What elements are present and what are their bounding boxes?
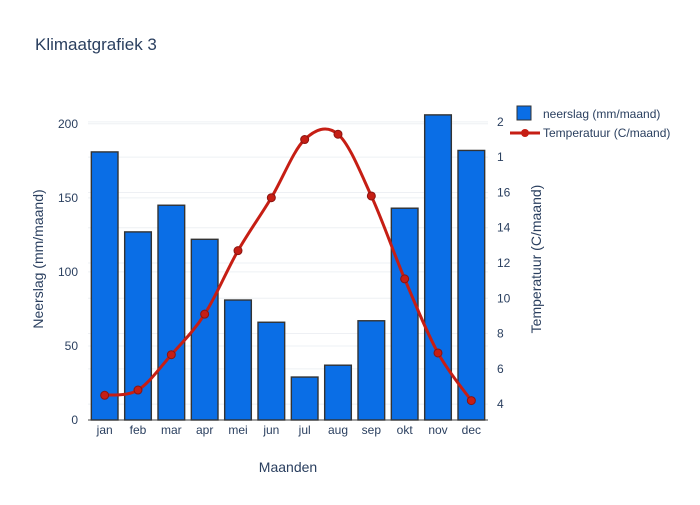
bar-mar [157, 204, 186, 421]
right-tick-label-8: 2 [497, 115, 504, 129]
bar-okt [390, 207, 419, 421]
temperature-point-jun [266, 193, 276, 203]
temperature-line [100, 127, 476, 406]
legend-bar-swatch [516, 105, 532, 121]
precipitation-bars [90, 114, 486, 421]
temperature-point-aug [333, 129, 343, 139]
temperature-point-sep [366, 191, 376, 201]
temperature-point-jul [300, 135, 310, 145]
x-tick-label-jul: jul [298, 423, 311, 437]
x-tick-label-aug: aug [328, 423, 348, 437]
legend-label-temperature[interactable]: Temperatuur (C/maand) [543, 126, 670, 140]
right-tick-label-2: 8 [497, 327, 504, 341]
x-tick-label-mar: mar [161, 423, 182, 437]
right-tick-label-5: 14 [497, 221, 511, 235]
left-tick-label-150: 150 [58, 191, 78, 205]
left-tick-label-100: 100 [58, 265, 78, 279]
temperature-point-feb [133, 385, 143, 395]
x-tick-label-okt: okt [397, 423, 414, 437]
x-tick-label-jan: jan [96, 423, 113, 437]
bar-nov [423, 114, 453, 421]
x-axis: jan feb mar apr mei jun jul aug sep okt nov dec [96, 423, 481, 437]
right-y-axis-title: Temperatuur (C/maand) [528, 185, 544, 334]
legend-line-marker [521, 129, 529, 137]
x-tick-label-feb: feb [130, 423, 147, 437]
bar-dec [457, 149, 486, 421]
bar-apr [190, 238, 219, 421]
temperature-point-mar [166, 350, 176, 360]
x-tick-label-dec: dec [462, 423, 481, 437]
temperature-point-dec [466, 396, 476, 406]
right-tick-label-6: 16 [497, 185, 511, 199]
right-tick-label-4: 12 [497, 256, 511, 270]
legend[interactable]: neerslag (mm/maand) Temperatuur (C/maand… [510, 105, 670, 140]
temperature-point-jan [100, 390, 110, 400]
left-y-axis-title: Neerslag (mm/maand) [30, 189, 46, 328]
temperature-point-okt [400, 274, 410, 284]
x-axis-title: Maanden [259, 459, 317, 475]
gridlines [88, 121, 488, 421]
legend-label-precipitation[interactable]: neerslag (mm/maand) [543, 107, 660, 121]
temperature-point-apr [200, 309, 210, 319]
bar-mei [223, 299, 253, 421]
left-tick-label-200: 200 [58, 117, 78, 131]
bar-jan [90, 151, 119, 421]
bar-sep [357, 320, 386, 421]
right-tick-label-3: 10 [497, 291, 511, 305]
x-tick-label-jun: jun [262, 423, 279, 437]
x-tick-label-apr: apr [196, 423, 213, 437]
x-tick-label-nov: nov [428, 423, 447, 437]
right-tick-label-7: 1 [497, 150, 504, 164]
left-tick-label-50: 50 [65, 339, 79, 353]
temperature-point-mei [233, 246, 243, 256]
bar-jul [290, 376, 319, 421]
chart-title: Klimaatgrafiek 3 [35, 35, 157, 54]
bar-jun [257, 321, 286, 421]
left-y-axis: 0 50 100 150 200 [58, 117, 78, 427]
x-tick-label-mei: mei [228, 423, 247, 437]
temperature-point-nov [433, 348, 443, 358]
right-tick-label-0: 4 [497, 397, 504, 411]
bar-aug [323, 364, 353, 421]
x-tick-label-sep: sep [362, 423, 382, 437]
left-tick-label-0: 0 [71, 413, 78, 427]
right-tick-label-1: 6 [497, 362, 504, 376]
